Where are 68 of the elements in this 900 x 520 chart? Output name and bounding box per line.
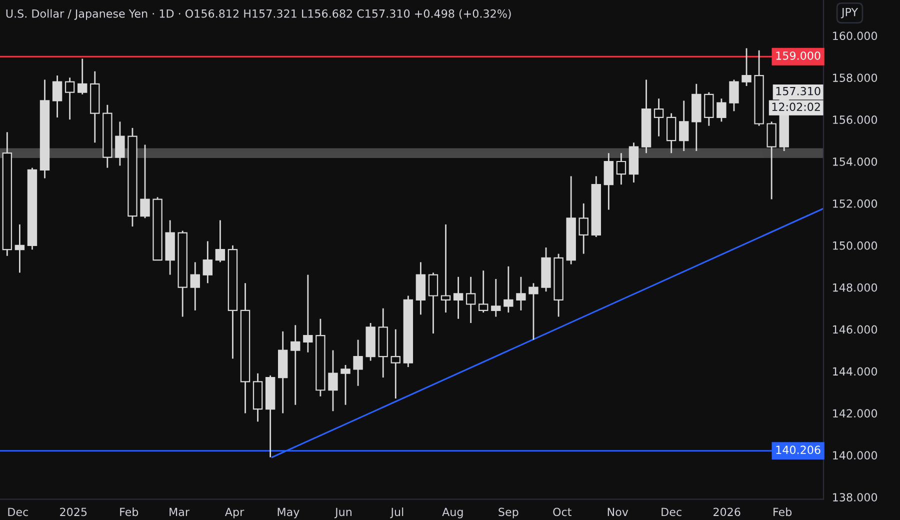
candlestick — [140, 144, 150, 219]
x-tick-label: 2025 — [60, 508, 87, 516]
x-tick-label: Feb — [774, 508, 792, 516]
candlestick — [766, 120, 776, 200]
x-tick-label: Feb — [120, 508, 138, 516]
y-tick-label: 148.000 — [833, 283, 878, 292]
candlestick — [679, 100, 689, 152]
candlestick — [704, 92, 714, 127]
ref-line-label: 159.000 — [776, 51, 820, 60]
candlestick — [340, 364, 350, 406]
candlestick — [578, 202, 588, 254]
candlestick — [303, 274, 313, 354]
y-tick-label: 154.000 — [833, 157, 878, 166]
candlestick — [328, 350, 338, 412]
candlestick — [453, 276, 464, 320]
candlestick — [215, 220, 226, 263]
y-tick-label: 156.000 — [833, 116, 878, 124]
candlestick — [78, 58, 88, 96]
candlestick — [190, 261, 200, 312]
x-tick-label: Jul — [390, 508, 404, 518]
annotation: 12:02:02 — [772, 102, 820, 112]
candlestick — [604, 152, 614, 210]
y-tick-label: 152.000 — [833, 199, 878, 208]
y-tick-label: 150.000 — [833, 241, 878, 250]
candlestick — [504, 266, 514, 314]
x-tick-label: 2026 — [714, 508, 740, 516]
y-tick-label: 142.000 — [833, 409, 878, 418]
candlestick — [115, 120, 125, 166]
candlestick — [666, 112, 676, 154]
x-tick-label: Sep — [498, 508, 518, 518]
text: U.S. Dollar / Japanese Yen · 1D · O156.812 H157.321 L156.682 C157.310 +0.498 (+0.32%) — [6, 9, 511, 20]
candlestick — [729, 79, 739, 112]
annotation: 157.310 — [776, 86, 820, 96]
ref-line-label: 140.206 — [776, 446, 820, 454]
x-tick-label: Aug — [442, 508, 463, 518]
candlestick — [528, 282, 538, 340]
x-tick-label: Dec — [8, 508, 28, 516]
y-tick-label: 138.000 — [833, 493, 878, 502]
candlestick — [52, 74, 62, 118]
x-tick-label: Apr — [224, 508, 244, 518]
candlestick — [428, 272, 438, 334]
y-tick-label: 144.000 — [833, 367, 878, 376]
x-tick-label: Mar — [170, 508, 190, 516]
y-tick-label: 140.000 — [833, 451, 878, 460]
candlestick — [654, 98, 664, 138]
candlestick — [440, 224, 451, 314]
candlestick — [290, 324, 300, 406]
candlestick — [390, 328, 400, 400]
candlestick — [491, 278, 501, 318]
candlestick — [742, 48, 752, 87]
candlestick — [716, 98, 726, 122]
x-tick-label: Oct — [553, 508, 572, 516]
candlestick — [478, 270, 488, 314]
x-tick-label: Nov — [608, 508, 628, 516]
x-tick-label: Dec — [662, 508, 682, 516]
x-tick-label: May — [278, 508, 300, 518]
x-tick-label: Jun — [334, 508, 352, 518]
text: JPY — [840, 8, 858, 18]
candlestick — [14, 224, 25, 274]
candlestick — [516, 276, 526, 312]
candlestick — [466, 276, 476, 324]
y-tick-label: 146.000 — [833, 325, 878, 334]
y-tick-label: 160.000 — [833, 32, 878, 40]
candlestick — [202, 240, 213, 284]
candlestick — [353, 339, 363, 387]
y-tick-label: 158.000 — [833, 74, 878, 82]
candlestick — [64, 76, 75, 120]
candlestick — [616, 152, 626, 186]
